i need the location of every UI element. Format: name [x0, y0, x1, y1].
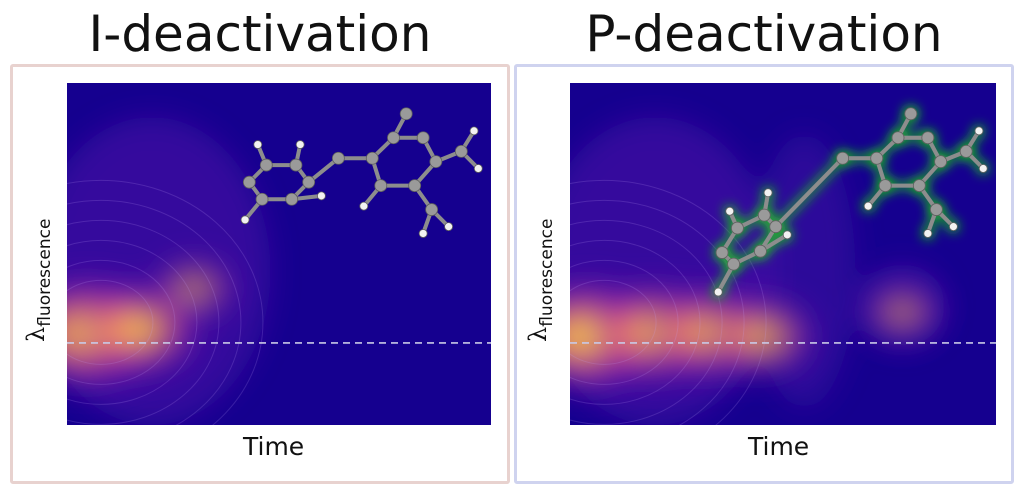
intensity-peak-2: [144, 251, 244, 326]
y-axis-label-i-deactivation: λfluorescence: [22, 219, 55, 342]
intensity-peaks: [570, 272, 949, 400]
intensity-peaks: [67, 251, 244, 397]
contour-lines: [67, 179, 264, 425]
molecule-icon: [240, 107, 483, 238]
panel-title-p-deactivation: P-deactivation: [585, 5, 943, 63]
molecule-icon: [713, 107, 988, 297]
x-axis-label-p-deactivation: Time: [748, 432, 810, 461]
x-axis-label-i-deactivation: Time: [243, 432, 305, 461]
panel-frame-p-deactivation: [514, 64, 1014, 484]
y-axis-symbol: λ: [524, 326, 552, 342]
y-axis-subscript: fluorescence: [35, 218, 55, 327]
heatmap-plot-p-deactivation: [570, 83, 996, 425]
y-axis-label-p-deactivation: λfluorescence: [524, 219, 557, 342]
y-axis-subscript: fluorescence: [537, 218, 557, 327]
panel-frame-i-deactivation: [10, 64, 510, 484]
contour-lines: [570, 179, 767, 425]
intensity-peak-3: [698, 288, 825, 384]
heatmap-plot-i-deactivation: [67, 83, 491, 425]
y-axis-symbol: λ: [22, 326, 50, 342]
intensity-peak-4: [855, 277, 949, 348]
panel-title-i-deactivation: I-deactivation: [88, 5, 432, 63]
